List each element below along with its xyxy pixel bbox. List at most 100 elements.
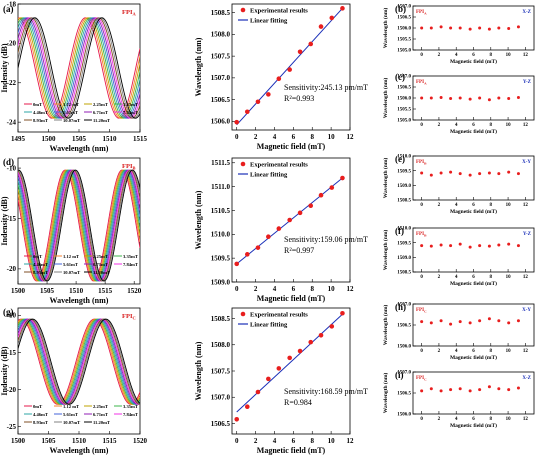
legend-entry: 6.71mT <box>93 262 108 267</box>
data-point <box>429 321 433 325</box>
data-point <box>516 319 520 323</box>
data-point <box>487 385 491 389</box>
panel-letter: (f) <box>395 226 404 236</box>
data-point <box>458 172 462 176</box>
x-tick-label: 1510 <box>103 135 118 143</box>
fpi-label: FPIC <box>416 376 427 382</box>
x-tick-label: 12 <box>347 285 355 293</box>
data-point <box>420 389 424 393</box>
x-axis-label: Magnetic field (mT) <box>450 128 497 135</box>
panel-5: 0 2 4 6 8 10 12 1509.0 1509.5 1510.0 1510.5 1511.0 1… <box>194 157 368 303</box>
spectra <box>18 17 140 119</box>
panel-letter: (c) <box>395 72 405 82</box>
x-tick-label: 6 <box>472 53 475 58</box>
data-point <box>478 26 482 30</box>
spectrum-line <box>18 169 140 282</box>
y-tick-label: 1506.5 <box>397 16 411 21</box>
legend-entry: 4.46mT <box>33 110 48 115</box>
fpi-label: FPIA <box>122 9 136 17</box>
data-point <box>487 244 491 248</box>
data-point <box>478 319 482 323</box>
r-squared-annotation: R²=0.997 <box>284 246 314 255</box>
y-tick-label: 1510.0 <box>397 155 411 160</box>
data-point <box>468 97 472 101</box>
spectrum-line <box>18 318 140 405</box>
x-tick-label: 0 <box>235 133 239 141</box>
data-point <box>439 389 443 393</box>
panel-letter: (b) <box>395 4 406 14</box>
x-tick-label: 1500 <box>42 135 57 143</box>
fpi-label: FPIB <box>122 163 136 171</box>
y-tick-label: -10 <box>7 164 17 172</box>
panel-10: 0 2 4 6 8 10 12 1506.0 1506.5 1507.0 Magnetic fiel… <box>382 302 535 361</box>
fpi-sub: B <box>132 166 135 171</box>
panel-8: 1500 1505 1510 1515 1520 -25 -20 -15 -10 Waveleng… <box>0 307 148 455</box>
x-tick-label: 8 <box>310 133 314 141</box>
panel-letter: (h) <box>395 302 406 312</box>
x-tick-label: 10 <box>506 349 512 354</box>
data-point <box>297 49 303 55</box>
spectra <box>18 318 140 405</box>
data-point <box>244 109 250 115</box>
spectrum-line <box>18 169 140 282</box>
y-tick-label: 1509.0 <box>397 184 411 189</box>
spectrum-line <box>18 17 140 119</box>
legend-entry: 8.93mT <box>33 270 48 275</box>
data-point <box>244 252 250 257</box>
data-point <box>318 192 324 198</box>
x-tick-label: 6 <box>472 203 475 208</box>
x-axis-label: Magnetic field (mT) <box>257 142 326 151</box>
y-tick-label: -20 <box>7 386 17 394</box>
spectrum-line <box>18 169 140 282</box>
x-tick-label: 6 <box>292 437 296 445</box>
data-point <box>487 98 491 102</box>
data-point <box>297 210 303 216</box>
data-point <box>340 310 345 316</box>
x-tick-label: 12 <box>347 133 355 141</box>
x-tick-label: 1510 <box>72 437 87 445</box>
x-axis-label: Magnetic field (mT) <box>450 280 497 287</box>
x-tick-label: 1510 <box>69 287 84 295</box>
y-axis-label: Wavelength (nm) <box>194 37 203 96</box>
y-axis-label: Indensity (dB) <box>0 43 9 92</box>
data-point <box>478 388 482 392</box>
x-tick-label: 0 <box>420 123 423 128</box>
legend-entry: 11.20mT <box>93 270 110 275</box>
x-tick-label: 8 <box>490 349 493 354</box>
y-axis-label: Wavelength (nm) <box>194 190 203 249</box>
y-tick-label: 1510.0 <box>397 227 411 232</box>
x-tick-label: 6 <box>472 275 475 280</box>
data-point <box>507 321 511 325</box>
y-tick-label: -25 <box>7 423 17 431</box>
x-tick-label: 12 <box>347 437 355 445</box>
x-tick-label: 0 <box>420 53 423 58</box>
y-tick-label: -18 <box>7 0 17 8</box>
data-point <box>420 96 424 100</box>
y-tick-label: 1508.0 <box>211 341 231 349</box>
data-point <box>507 388 511 392</box>
data-point <box>478 244 482 248</box>
y-tick-label: 1506.5 <box>397 324 411 329</box>
axis-tag: X-Z <box>522 10 531 15</box>
data-point <box>439 96 443 100</box>
y-tick-label: 1505.0 <box>397 49 411 54</box>
panel-2: 0 2 4 6 8 10 12 1505.0 1505.5 1506.0 1506.5 1507.0 M… <box>382 4 535 65</box>
x-tick-label: 8 <box>490 203 493 208</box>
fpi-sub: B <box>424 234 427 238</box>
sensitivity-annotation: Sensitivity:245.13 pm/mT <box>284 83 368 92</box>
y-tick-label: 1506.0 <box>397 413 411 418</box>
legend-entry: Experimental results <box>250 162 308 169</box>
legend-entry: 8.93mT <box>33 420 48 425</box>
y-tick-label: 1506.0 <box>397 97 411 102</box>
x-tick-label: 8 <box>490 275 493 280</box>
y-tick-label: 1507.0 <box>397 303 411 308</box>
spectrum-line <box>18 169 140 282</box>
y-tick-label: -15 <box>7 349 17 357</box>
data-point <box>429 26 433 30</box>
data-point <box>497 387 501 391</box>
y-tick-label: 1507.0 <box>211 394 231 402</box>
x-axis-label: Wavelength (nm) <box>50 296 109 305</box>
y-tick-label: 1506.5 <box>211 420 231 428</box>
legend-marker <box>240 311 246 317</box>
x-tick-label: 10 <box>506 203 512 208</box>
